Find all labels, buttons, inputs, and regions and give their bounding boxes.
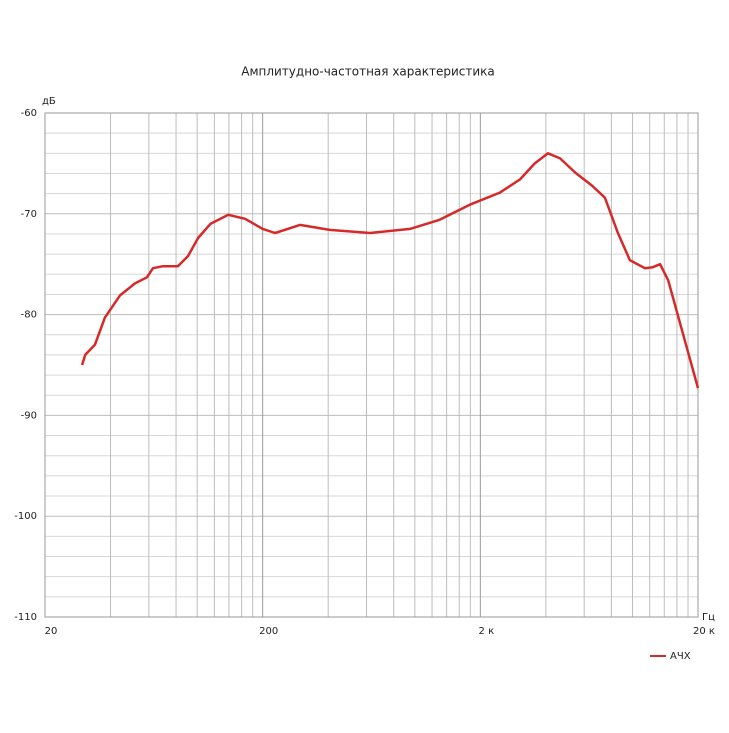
x-tick-label: 200	[259, 626, 278, 637]
x-tick-label: 2 к	[479, 626, 495, 637]
plot-frame	[44, 112, 699, 618]
x-axis-label: Гц	[702, 612, 715, 623]
data-line	[80, 152, 700, 389]
y-tick-label: -90	[21, 410, 37, 421]
legend-label: АЧХ	[670, 651, 691, 662]
y-tick-label: -110	[14, 612, 37, 623]
y-tick-label: -60	[21, 108, 37, 119]
y-tick-label: -80	[21, 310, 37, 321]
x-tick-label: 20	[45, 626, 58, 637]
chart-title: Амплитудно-частотная характеристика	[241, 65, 495, 79]
y-tick-label: -70	[21, 209, 37, 220]
y-axis-label: дБ	[42, 96, 56, 107]
x-tick-label: 20 к	[693, 626, 715, 637]
y-tick-label: -100	[14, 511, 37, 522]
